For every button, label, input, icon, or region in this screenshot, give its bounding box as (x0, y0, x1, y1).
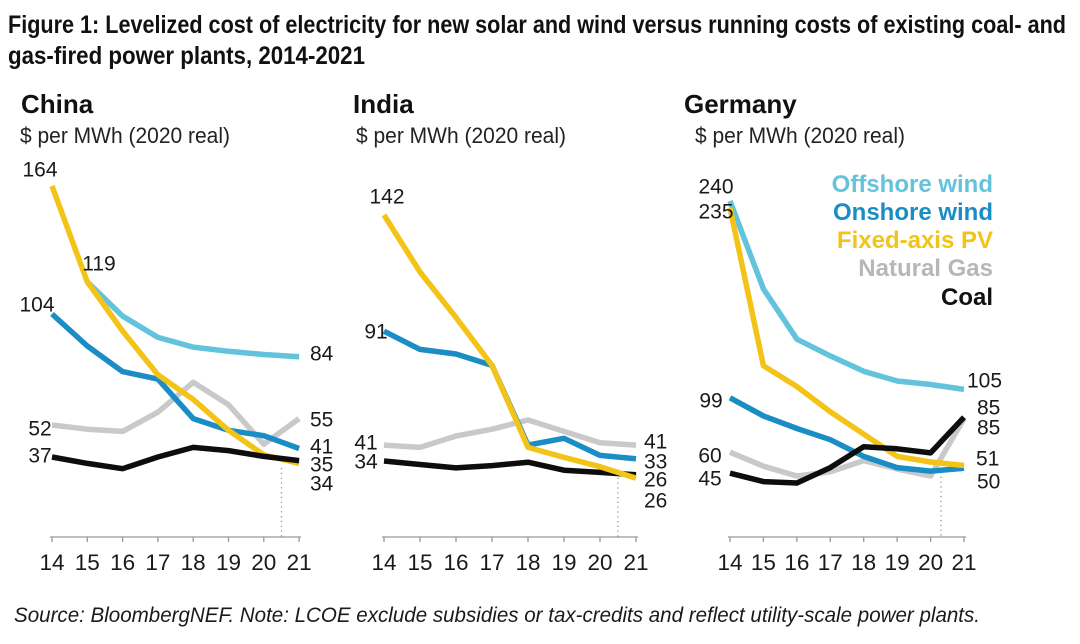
svg-text:41: 41 (644, 431, 667, 454)
svg-text:119: 119 (82, 253, 115, 276)
svg-text:15: 15 (407, 550, 432, 575)
svg-text:91: 91 (364, 321, 387, 344)
svg-text:India: India (353, 89, 414, 119)
svg-text:19: 19 (551, 550, 576, 575)
svg-text:$ per MWh (2020 real): $ per MWh (2020 real) (20, 123, 230, 148)
svg-text:China: China (21, 89, 94, 119)
svg-text:Source: BloombergNEF. Note: LC: Source: BloombergNEF. Note: LCOE exclude… (14, 604, 980, 627)
svg-text:26: 26 (644, 490, 667, 513)
svg-text:Fixed-axis PV: Fixed-axis PV (837, 227, 993, 254)
svg-text:164: 164 (22, 159, 57, 182)
svg-text:41: 41 (310, 436, 333, 459)
svg-text:104: 104 (19, 294, 54, 317)
svg-text:50: 50 (977, 471, 1000, 494)
svg-text:17: 17 (818, 550, 843, 575)
svg-text:99: 99 (699, 390, 722, 413)
svg-text:51: 51 (976, 448, 999, 471)
svg-text:16: 16 (110, 550, 135, 575)
svg-text:240: 240 (698, 176, 733, 199)
svg-text:Offshore wind: Offshore wind (832, 171, 993, 198)
svg-text:41: 41 (354, 432, 377, 455)
svg-text:37: 37 (28, 445, 51, 468)
svg-text:15: 15 (75, 550, 100, 575)
svg-text:17: 17 (145, 550, 170, 575)
svg-text:34: 34 (354, 451, 378, 474)
svg-text:142: 142 (369, 186, 404, 209)
svg-text:52: 52 (28, 418, 51, 441)
svg-text:34: 34 (310, 473, 334, 496)
svg-text:Figure 1: Levelized cost of el: Figure 1: Levelized cost of electricity … (8, 11, 1066, 39)
svg-text:33: 33 (644, 451, 667, 474)
svg-text:84: 84 (310, 343, 334, 366)
svg-text:Natural Gas: Natural Gas (858, 255, 993, 282)
svg-text:26: 26 (644, 469, 667, 492)
svg-text:18: 18 (515, 550, 540, 575)
svg-text:14: 14 (371, 550, 396, 575)
svg-text:235: 235 (698, 201, 733, 224)
svg-text:45: 45 (698, 468, 721, 491)
svg-text:85: 85 (977, 417, 1000, 440)
svg-text:14: 14 (717, 550, 742, 575)
svg-text:17: 17 (479, 550, 504, 575)
svg-text:$ per MWh (2020 real): $ per MWh (2020 real) (695, 123, 905, 148)
svg-text:gas-fired power plants, 2014-2: gas-fired power plants, 2014-2021 (8, 42, 365, 70)
svg-text:20: 20 (251, 550, 276, 575)
svg-text:20: 20 (918, 550, 943, 575)
svg-text:105: 105 (967, 370, 1002, 393)
svg-text:19: 19 (885, 550, 910, 575)
svg-text:20: 20 (587, 550, 612, 575)
svg-text:Germany: Germany (684, 89, 797, 119)
svg-text:85: 85 (977, 397, 1000, 420)
svg-text:14: 14 (39, 550, 64, 575)
svg-text:19: 19 (216, 550, 241, 575)
svg-text:18: 18 (181, 550, 206, 575)
svg-text:55: 55 (310, 409, 333, 432)
svg-text:21: 21 (287, 550, 312, 575)
svg-text:16: 16 (443, 550, 468, 575)
svg-text:21: 21 (623, 550, 648, 575)
svg-text:15: 15 (751, 550, 776, 575)
svg-text:35: 35 (310, 454, 333, 477)
svg-text:60: 60 (698, 445, 721, 468)
svg-text:16: 16 (784, 550, 809, 575)
svg-text:Coal: Coal (941, 284, 993, 311)
svg-text:21: 21 (951, 550, 976, 575)
svg-text:$ per MWh (2020 real): $ per MWh (2020 real) (356, 123, 566, 148)
svg-text:Onshore wind: Onshore wind (833, 199, 993, 226)
svg-text:18: 18 (851, 550, 876, 575)
